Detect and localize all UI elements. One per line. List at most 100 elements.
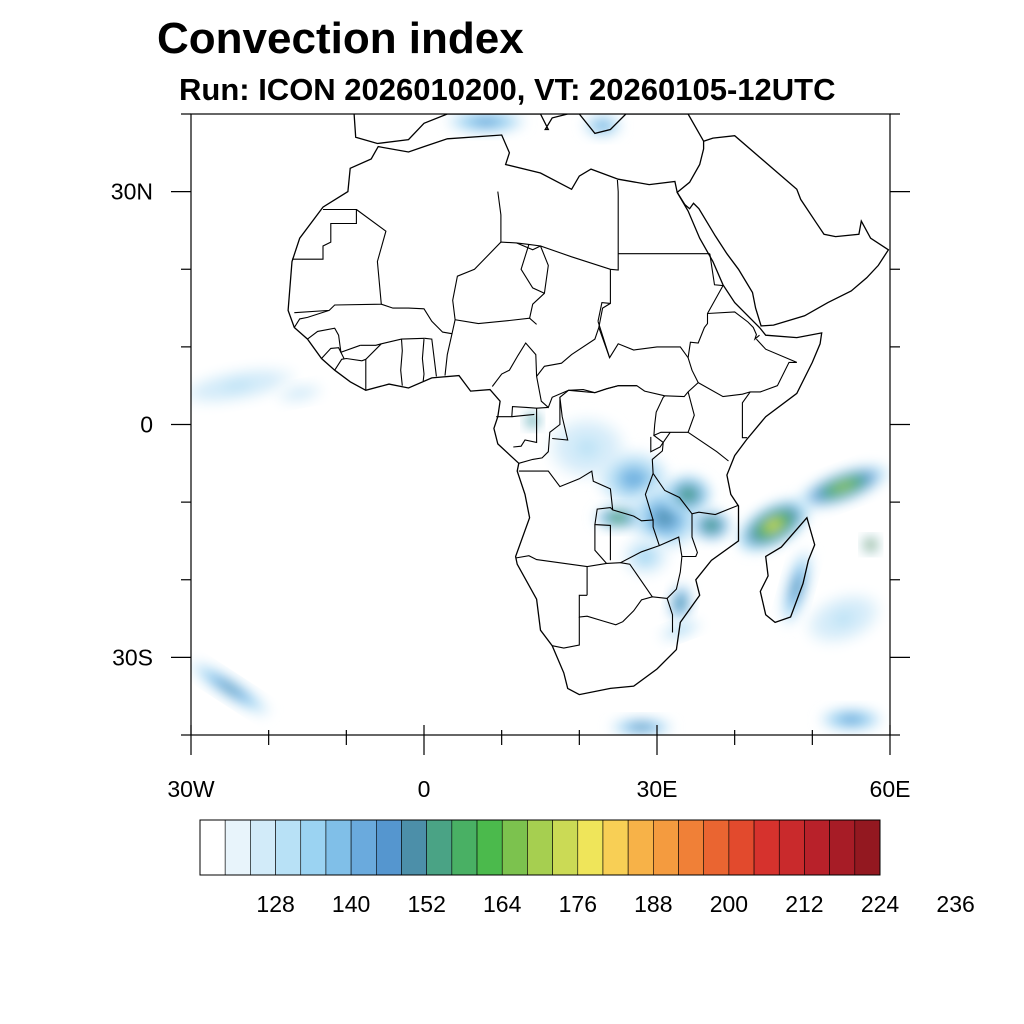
country-border <box>598 327 699 398</box>
country-border <box>421 339 425 382</box>
country-border <box>496 406 549 418</box>
country-borders <box>292 179 798 649</box>
colorbar-label: 200 <box>710 891 748 917</box>
colorbar-swatch <box>325 819 352 876</box>
country-border <box>651 431 739 516</box>
convection-cell <box>658 619 703 642</box>
colorbar-swatch <box>401 819 427 876</box>
country-border <box>552 397 569 441</box>
colorbar-swatch <box>653 819 679 876</box>
colorbar-swatch <box>728 819 755 876</box>
country-border <box>653 395 689 437</box>
convection-cell <box>622 537 669 576</box>
colorbar-label: 128 <box>256 891 294 917</box>
country-border <box>697 338 798 398</box>
convection-cell <box>692 509 731 541</box>
convection-cell <box>447 114 525 134</box>
colorbar-swatch <box>804 819 830 876</box>
colorbar-swatch <box>602 819 629 876</box>
convection-field <box>191 114 888 735</box>
colorbar-swatch <box>778 819 805 876</box>
country-border <box>424 337 437 377</box>
country-border <box>578 556 683 626</box>
country-border <box>491 342 538 387</box>
convection-cell <box>806 592 881 645</box>
colorbar-swatch <box>854 819 881 876</box>
country-border <box>518 470 614 510</box>
convection-cell <box>781 549 812 626</box>
country-border <box>381 303 537 335</box>
colorbar-swatch <box>250 819 276 876</box>
africa-coastline <box>287 134 823 696</box>
colorbar-label: 152 <box>408 891 446 917</box>
convection-cell <box>664 475 712 514</box>
colorbar-swatch <box>552 819 579 876</box>
country-border <box>650 434 664 453</box>
y-tick-label: 30N <box>111 179 153 205</box>
country-border <box>586 513 698 596</box>
colorbar-swatch <box>577 819 604 876</box>
convection-cell <box>610 717 673 735</box>
country-border <box>741 391 751 439</box>
country-border <box>597 321 611 358</box>
madagascar-coastline <box>759 516 816 624</box>
colorbar-swatch <box>527 819 553 876</box>
colorbar-swatch <box>678 819 705 876</box>
colorbar-swatch <box>426 819 453 876</box>
y-tick-label: 0 <box>140 412 153 438</box>
convection-cell <box>738 499 809 552</box>
colorbar-label: 212 <box>785 891 823 917</box>
convection-cell <box>862 537 879 553</box>
convection-cell <box>191 661 270 716</box>
country-border <box>497 191 502 243</box>
colorbar-label: 176 <box>559 891 597 917</box>
country-border <box>307 327 361 354</box>
colorbar-swatch <box>350 819 377 876</box>
colorbar-label: 188 <box>634 891 672 917</box>
convection-cell <box>276 383 323 404</box>
map-background <box>191 114 890 735</box>
country-border <box>293 309 330 328</box>
colorbar-swatch <box>300 819 327 876</box>
convection-cell <box>820 707 883 732</box>
country-border <box>400 339 403 386</box>
coastlines <box>287 114 890 696</box>
convection-cell <box>799 465 888 509</box>
x-tick-label: 60E <box>870 776 911 802</box>
arabia-coastline <box>676 135 890 327</box>
colorbar-swatch <box>476 819 503 876</box>
country-border <box>292 208 357 260</box>
country-border <box>620 562 653 598</box>
country-border <box>520 244 545 294</box>
map-title: Convection index <box>157 14 524 63</box>
axis-ticks: 30W 0 30E 60E 30N 0 30S <box>111 113 911 802</box>
country-border <box>511 413 535 418</box>
colorbar-label: 164 <box>483 891 522 917</box>
colorbar-swatch <box>501 819 528 876</box>
colorbar: 128 140 152 164 176 188 200 212 224 236 <box>199 819 975 917</box>
country-border <box>687 253 724 358</box>
colorbar-swatch <box>224 819 251 876</box>
country-border <box>644 473 654 521</box>
colorbar-swatch <box>451 819 478 876</box>
map-subtitle: Run: ICON 2026010200, VT: 20260105-12UTC <box>179 72 836 107</box>
y-tick-label: 30S <box>112 644 153 670</box>
colorbar-swatch <box>627 819 654 876</box>
colorbar-label: 236 <box>936 891 974 917</box>
country-border <box>707 311 760 341</box>
colorbar-swatch <box>753 819 780 876</box>
x-tick-label: 0 <box>418 776 431 802</box>
country-border <box>452 241 549 320</box>
country-border <box>334 357 366 371</box>
colorbar-label: 140 <box>332 891 370 917</box>
colorbar-label: 224 <box>861 891 900 917</box>
convection-cell <box>594 506 642 530</box>
colorbar-swatch <box>275 819 302 876</box>
country-border <box>597 302 611 322</box>
colorbar-swatch <box>703 819 730 876</box>
country-border <box>513 408 538 448</box>
country-border <box>594 524 607 564</box>
colorbar-swatch <box>829 819 856 876</box>
country-border <box>666 598 674 633</box>
